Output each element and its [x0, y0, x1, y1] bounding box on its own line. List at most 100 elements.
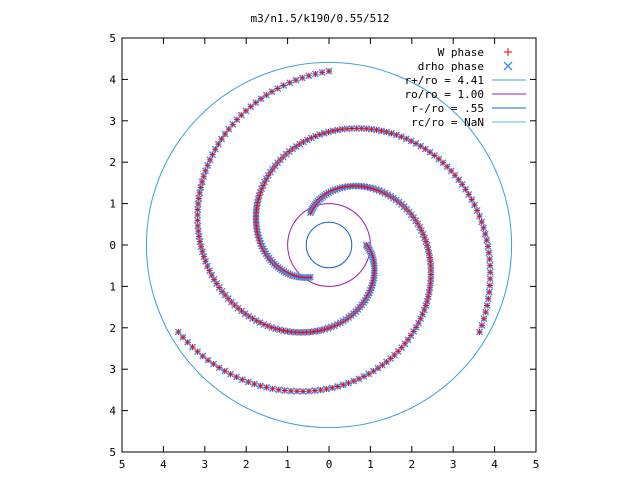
w-phase-point: [426, 284, 433, 291]
y-tick-label: 3: [109, 363, 116, 376]
x-tick-label: 3: [201, 458, 208, 471]
w-phase-point: [325, 128, 332, 135]
y-tick-label: 5: [109, 446, 116, 459]
w-phase-point: [202, 167, 209, 174]
w-phase-point: [221, 368, 228, 375]
w-phase-point: [468, 196, 475, 203]
w-phase-point: [235, 305, 242, 312]
w-phase-point: [426, 254, 433, 261]
w-phase-point: [195, 195, 202, 202]
w-phase-point: [233, 374, 240, 381]
legend-label: drho phase: [418, 60, 484, 73]
w-phase-point: [286, 79, 293, 86]
w-phase-point: [363, 125, 370, 132]
w-phase-point: [274, 85, 281, 92]
y-tick-label: 5: [109, 32, 116, 45]
w-phase-point: [199, 353, 206, 360]
w-phase-point: [334, 383, 341, 390]
w-phase-point: [205, 357, 212, 364]
w-phase-point: [444, 163, 451, 170]
w-phase-point: [212, 146, 219, 153]
w-phase-point: [398, 344, 405, 351]
w-phase-point: [196, 233, 203, 240]
w-phase-point: [257, 95, 264, 102]
w-phase-point: [263, 384, 270, 391]
w-phase-point: [228, 298, 235, 305]
legend-label: W phase: [438, 46, 484, 59]
w-phase-point: [227, 371, 234, 378]
x-tick-label: 1: [284, 458, 291, 471]
w-phase-point: [269, 385, 276, 392]
w-phase-point: [329, 384, 336, 391]
w-phase-point: [395, 348, 402, 355]
w-phase-point: [476, 213, 483, 220]
w-phase-point: [478, 218, 485, 225]
w-phase-point: [194, 222, 201, 229]
w-phase-point: [175, 328, 182, 335]
w-phase-point: [196, 189, 203, 196]
w-phase-point: [233, 116, 240, 123]
w-phase-point: [368, 126, 375, 133]
w-phase-point: [195, 228, 202, 235]
y-tick-label: 4: [109, 73, 116, 86]
w-phase-point: [455, 176, 462, 183]
w-phase-point: [425, 246, 432, 253]
w-phase-point: [484, 243, 491, 250]
w-phase-point: [383, 358, 390, 365]
w-phase-point: [388, 130, 395, 137]
w-phase-point: [245, 378, 252, 385]
w-phase-point: [200, 173, 207, 180]
w-phase-point: [425, 293, 432, 300]
w-phase-point: [471, 201, 478, 208]
w-phase-point: [330, 127, 337, 134]
w-phase-point: [485, 295, 492, 302]
w-phase-point: [199, 178, 206, 185]
w-phase-point: [247, 103, 254, 110]
w-phase-point: [287, 388, 294, 395]
w-phase-point: [239, 376, 246, 383]
w-phase-point: [229, 121, 236, 128]
w-phase-point: [311, 387, 318, 394]
w-phase-point: [480, 315, 487, 322]
y-tick-label: 4: [109, 405, 116, 418]
w-phase-point: [427, 280, 434, 287]
w-phase-point: [334, 126, 341, 133]
w-phase-point: [486, 256, 493, 263]
w-phase-point: [238, 112, 245, 119]
w-phase-point: [184, 339, 191, 346]
w-phase-point: [275, 386, 282, 393]
y-tick-label: 1: [109, 280, 116, 293]
w-phase-point: [485, 249, 492, 256]
legend-label: ro/ro = 1.00: [405, 88, 484, 101]
w-phase-point: [222, 292, 229, 299]
w-phase-point: [280, 327, 287, 334]
w-phase-point: [218, 135, 225, 142]
w-phase-point: [215, 141, 222, 148]
w-phase-point: [194, 348, 201, 355]
w-phase-point: [179, 334, 186, 341]
w-phase-point: [189, 344, 196, 351]
w-phase-point: [299, 388, 306, 395]
w-phase-point: [195, 201, 202, 208]
w-phase-point: [196, 238, 203, 245]
legend-label: rc/ro = NaN: [411, 116, 484, 129]
w-phase-point: [293, 388, 300, 395]
w-phase-point: [459, 181, 466, 188]
w-phase-point: [251, 381, 258, 388]
w-phase-point: [238, 308, 245, 315]
legend-label: r-/ro = .55: [411, 102, 484, 115]
w-phase-point: [426, 250, 433, 257]
w-phase-point: [210, 361, 217, 368]
w-phase-point: [487, 275, 494, 282]
w-phase-point: [263, 92, 270, 99]
w-phase-point: [487, 269, 494, 276]
w-phase-point: [305, 72, 312, 79]
w-phase-point: [440, 159, 447, 166]
w-phase-point: [474, 207, 481, 214]
w-phase-point: [340, 381, 347, 388]
w-phase-point: [198, 243, 205, 250]
w-phase-point: [231, 302, 238, 309]
x-tick-label: 4: [491, 458, 498, 471]
